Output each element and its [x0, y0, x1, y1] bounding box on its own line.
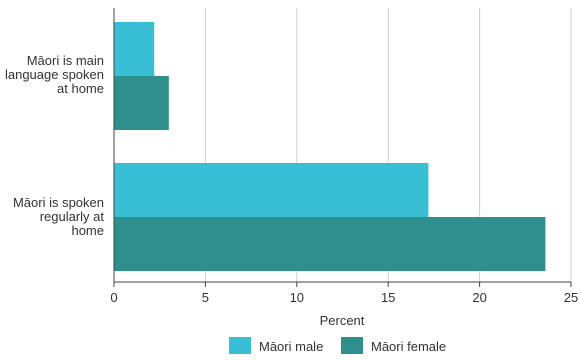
bar-female-0: [114, 76, 169, 130]
x-tick-label-0: 0: [110, 290, 117, 305]
x-tick-label-10: 10: [290, 290, 304, 305]
category-label-line: home: [71, 223, 104, 238]
x-tick-label-25: 25: [564, 290, 578, 305]
category-label-line: at home: [57, 81, 104, 96]
legend-swatch-female: [341, 337, 363, 354]
x-tick-label-15: 15: [381, 290, 395, 305]
legend-label-female: Māori female: [371, 339, 446, 354]
x-tick-label-20: 20: [472, 290, 486, 305]
legend-label-male: Māori male: [259, 339, 323, 354]
category-label-line: Māori is spoken: [13, 195, 104, 210]
category-label-1: Māori is spoken regularly at home: [13, 195, 104, 238]
bar-male-1: [114, 163, 429, 217]
category-label-line: regularly at: [40, 209, 105, 224]
category-label-line: Māori is main: [27, 53, 104, 68]
legend-swatch-male: [229, 337, 251, 354]
x-tick-label-5: 5: [202, 290, 209, 305]
bar-female-1: [114, 217, 546, 271]
category-label-line: language spoken: [5, 67, 104, 82]
bar-male-0: [114, 22, 155, 76]
x-axis-title: Percent: [320, 313, 365, 328]
category-label-0: Māori is main language spoken at home: [5, 53, 104, 96]
